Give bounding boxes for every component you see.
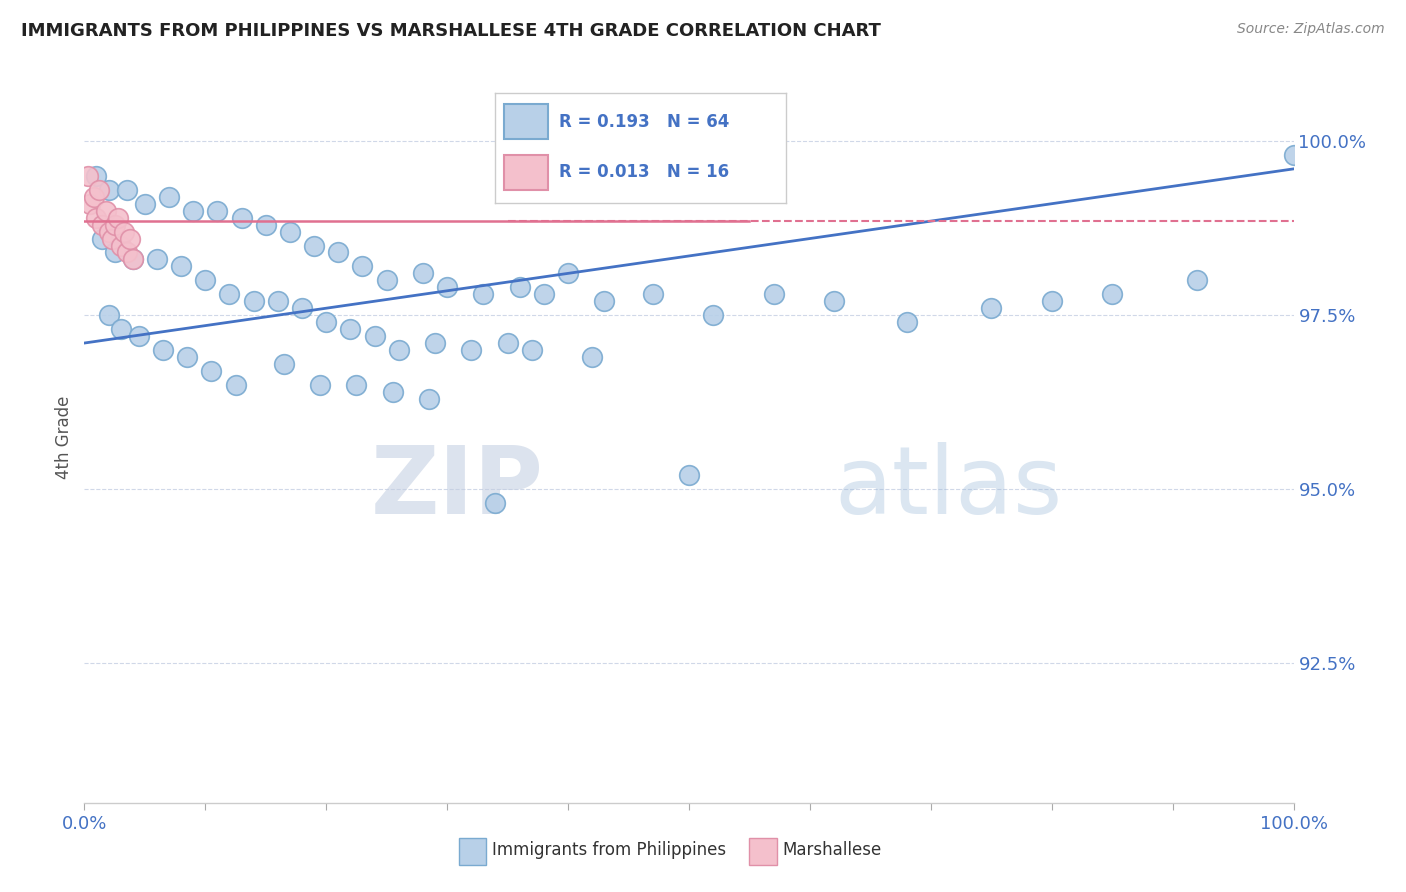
- Point: [328, 245, 350, 260]
- Point: [641, 287, 664, 301]
- Point: [302, 238, 325, 252]
- Point: [86, 169, 108, 183]
- Point: [363, 329, 385, 343]
- Point: [267, 294, 290, 309]
- Point: [77, 169, 100, 183]
- Point: [120, 231, 142, 245]
- Point: [823, 294, 845, 309]
- Point: [581, 350, 603, 364]
- Point: [484, 496, 506, 510]
- Point: [315, 315, 337, 329]
- Point: [702, 308, 724, 322]
- Point: [520, 343, 543, 357]
- Point: [375, 273, 398, 287]
- Point: [107, 211, 129, 225]
- Point: [207, 203, 229, 218]
- Point: [86, 211, 108, 225]
- Point: [115, 245, 138, 260]
- Point: [91, 218, 114, 232]
- Text: IMMIGRANTS FROM PHILIPPINES VS MARSHALLESE 4TH GRADE CORRELATION CHART: IMMIGRANTS FROM PHILIPPINES VS MARSHALLE…: [21, 22, 882, 40]
- Point: [346, 377, 368, 392]
- Point: [104, 245, 127, 260]
- Point: [194, 273, 217, 287]
- Point: [231, 211, 253, 225]
- Point: [112, 225, 135, 239]
- Point: [1101, 287, 1123, 301]
- Point: [121, 252, 143, 267]
- Point: [388, 343, 411, 357]
- Point: [134, 196, 156, 211]
- Point: [423, 336, 446, 351]
- Point: [291, 301, 314, 316]
- Point: [593, 294, 616, 309]
- Point: [104, 218, 127, 232]
- Point: [460, 343, 482, 357]
- Point: [472, 287, 495, 301]
- Point: [225, 377, 247, 392]
- Point: [146, 252, 169, 267]
- Point: [533, 287, 555, 301]
- Point: [97, 183, 120, 197]
- Point: [278, 225, 301, 239]
- Point: [152, 343, 174, 357]
- Point: [83, 190, 105, 204]
- Point: [762, 287, 785, 301]
- Point: [79, 196, 101, 211]
- Point: [436, 280, 458, 294]
- Point: [218, 287, 240, 301]
- Point: [509, 280, 531, 294]
- Point: [128, 329, 150, 343]
- Point: [176, 350, 198, 364]
- Point: [339, 322, 361, 336]
- Y-axis label: 4th Grade: 4th Grade: [55, 395, 73, 479]
- Point: [309, 377, 332, 392]
- Point: [412, 266, 434, 280]
- Point: [557, 266, 579, 280]
- Point: [110, 238, 132, 252]
- Point: [170, 260, 193, 274]
- Point: [896, 315, 918, 329]
- Point: [1185, 273, 1208, 287]
- Point: [181, 203, 204, 218]
- Point: [418, 392, 440, 406]
- Point: [91, 231, 114, 245]
- Point: [980, 301, 1002, 316]
- Point: [381, 384, 404, 399]
- Text: atlas: atlas: [834, 442, 1063, 534]
- Text: Source: ZipAtlas.com: Source: ZipAtlas.com: [1237, 22, 1385, 37]
- Point: [254, 218, 277, 232]
- Point: [115, 183, 138, 197]
- Text: ZIP: ZIP: [371, 442, 544, 534]
- Point: [121, 252, 143, 267]
- Point: [352, 260, 374, 274]
- Point: [242, 294, 264, 309]
- Point: [97, 308, 120, 322]
- Point: [1282, 148, 1305, 162]
- Point: [496, 336, 519, 351]
- Point: [94, 203, 117, 218]
- Point: [87, 183, 110, 197]
- Point: [97, 225, 120, 239]
- Point: [678, 468, 700, 483]
- Point: [200, 364, 222, 378]
- Point: [110, 322, 132, 336]
- Point: [101, 231, 124, 245]
- Point: [1040, 294, 1063, 309]
- Point: [157, 190, 180, 204]
- Point: [273, 357, 295, 371]
